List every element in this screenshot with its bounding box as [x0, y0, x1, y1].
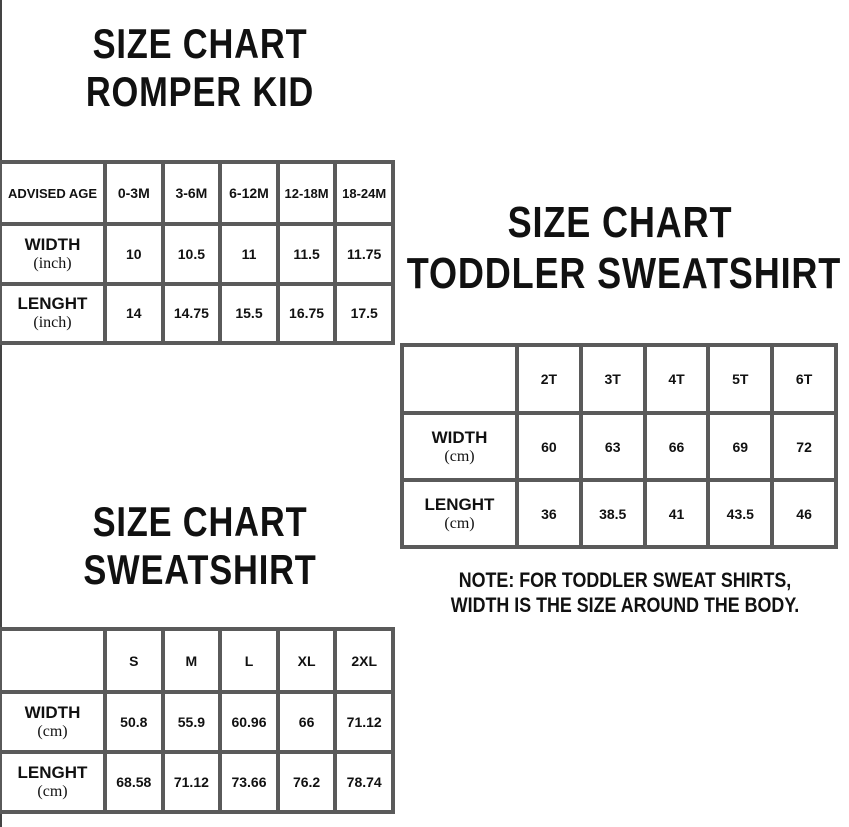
table-row: LENGHT (cm) 36 38.5 41 43.5 46	[400, 478, 838, 549]
row-header: LENGHT (inch)	[0, 281, 107, 345]
note-line1: NOTE: FOR TODDLER SWEAT SHIRTS,	[458, 569, 792, 592]
row-unit: (cm)	[444, 447, 475, 465]
row-header: LENGHT (cm)	[0, 750, 107, 814]
cell: 71.12	[333, 690, 395, 754]
column-header: 2T	[515, 343, 583, 415]
cell: 43.5	[706, 478, 775, 549]
column-header: M	[160, 627, 223, 694]
header-label: ADVISED AGE	[0, 160, 107, 226]
row-label: LENGHT	[17, 294, 88, 314]
sweatshirt-title-line1: SIZE CHART	[92, 498, 308, 545]
column-header: 12-18M	[275, 160, 338, 226]
row-unit: (inch)	[33, 314, 72, 332]
romper-title: SIZE CHART ROMPER KID	[69, 20, 331, 117]
cell: 66	[275, 690, 338, 754]
cell: 11.5	[275, 222, 338, 286]
cell: 15.5	[218, 281, 280, 345]
cell: 71.12	[160, 750, 223, 814]
cell: 55.9	[160, 690, 223, 754]
cell: 72	[770, 411, 838, 482]
cell: 68.58	[103, 750, 165, 814]
column-header: 18-24M	[333, 160, 395, 226]
cell: 60.96	[218, 690, 280, 754]
romper-title-line2: ROMPER KID	[85, 68, 315, 116]
cell: 16.75	[275, 281, 338, 345]
sweatshirt-title-line2: SWEATSHIRT	[83, 546, 317, 594]
cell: 36	[515, 478, 583, 549]
left-border	[0, 0, 2, 827]
column-header: 6T	[770, 343, 838, 415]
column-header: 5T	[706, 343, 775, 415]
column-header: 0-3M	[103, 160, 165, 226]
table-row: WIDTH (cm) 50.8 55.9 60.96 66 71.12	[0, 690, 395, 754]
toddler-title-line2: TODDLER SWEATSHIRT	[406, 248, 842, 298]
column-header: L	[218, 627, 280, 694]
table-row: WIDTH (cm) 60 63 66 69 72	[400, 411, 838, 482]
table-row: WIDTH (inch) 10 10.5 11 11.5 11.75	[0, 222, 395, 286]
table-row: LENGHT (cm) 68.58 71.12 73.66 76.2 78.74	[0, 750, 395, 814]
cell: 60	[515, 411, 583, 482]
header-empty	[0, 627, 107, 694]
header-empty	[400, 343, 519, 415]
column-header: 3T	[578, 343, 647, 415]
cell: 10	[103, 222, 165, 286]
cell: 14.75	[160, 281, 223, 345]
row-header: WIDTH (inch)	[0, 222, 107, 286]
cell: 41	[642, 478, 711, 549]
column-header: 3-6M	[160, 160, 223, 226]
column-header: XL	[275, 627, 338, 694]
cell: 66	[642, 411, 711, 482]
toddler-title-line1: SIZE CHART	[507, 198, 733, 247]
cell: 63	[578, 411, 647, 482]
row-header: WIDTH (cm)	[0, 690, 107, 754]
table-header-row: 2T 3T 4T 5T 6T	[400, 343, 838, 415]
row-label: WIDTH	[24, 703, 81, 722]
row-label: WIDTH	[24, 234, 81, 254]
cell: 38.5	[578, 478, 647, 549]
column-header: S	[103, 627, 165, 694]
table-row: LENGHT (inch) 14 14.75 15.5 16.75 17.5	[0, 281, 395, 345]
row-unit: (inch)	[33, 254, 72, 272]
toddler-note: NOTE: FOR TODDLER SWEAT SHIRTS, WIDTH IS…	[438, 568, 812, 618]
table-header-row: S M L XL 2XL	[0, 627, 395, 694]
romper-size-table: ADVISED AGE 0-3M 3-6M 6-12M 12-18M 18-24…	[0, 160, 395, 345]
row-unit: (cm)	[37, 783, 68, 800]
row-unit: (cm)	[444, 514, 475, 532]
row-header: LENGHT (cm)	[400, 478, 519, 549]
row-unit: (cm)	[37, 723, 68, 740]
column-header: 2XL	[333, 627, 395, 694]
sweatshirt-title: SIZE CHART SWEATSHIRT	[69, 498, 331, 595]
column-header: 4T	[642, 343, 711, 415]
table-header-row: ADVISED AGE 0-3M 3-6M 6-12M 12-18M 18-24…	[0, 160, 395, 226]
row-label: LENGHT	[17, 763, 88, 782]
toddler-size-table: 2T 3T 4T 5T 6T WIDTH (cm) 60 63 66 69 72 …	[400, 343, 838, 549]
cell: 14	[103, 281, 165, 345]
toddler-title: SIZE CHART TODDLER SWEATSHIRT	[406, 198, 842, 299]
row-header: WIDTH (cm)	[400, 411, 519, 482]
row-label: LENGHT	[424, 494, 495, 514]
cell: 76.2	[275, 750, 338, 814]
romper-title-line1: SIZE CHART	[92, 20, 308, 67]
cell: 73.66	[218, 750, 280, 814]
cell: 69	[706, 411, 775, 482]
cell: 46	[770, 478, 838, 549]
note-line2: WIDTH IS THE SIZE AROUND THE BODY.	[450, 594, 800, 618]
cell: 11.75	[333, 222, 395, 286]
row-label: WIDTH	[431, 427, 488, 447]
cell: 50.8	[103, 690, 165, 754]
cell: 17.5	[333, 281, 395, 345]
cell: 11	[218, 222, 280, 286]
column-header: 6-12M	[218, 160, 280, 226]
cell: 10.5	[160, 222, 223, 286]
sweatshirt-size-table: S M L XL 2XL WIDTH (cm) 50.8 55.9 60.96 6…	[0, 627, 395, 814]
cell: 78.74	[333, 750, 395, 814]
